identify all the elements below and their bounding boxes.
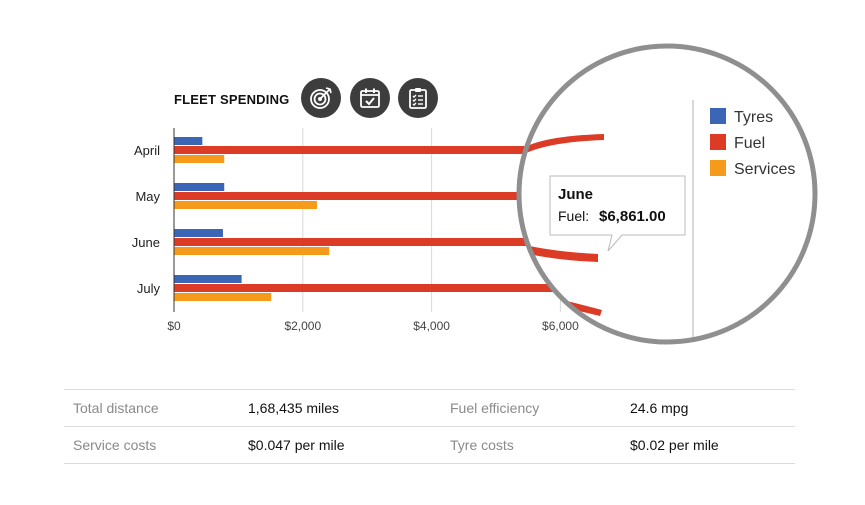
stat-value: $0.047 per mile — [239, 426, 441, 464]
bar-fuel[interactable] — [174, 238, 616, 246]
bar-tyres[interactable] — [174, 229, 223, 237]
bar-fuel[interactable] — [174, 192, 606, 200]
chart-category-labels: April May June July — [132, 143, 161, 296]
x-tick-label: $0 — [167, 319, 181, 333]
tooltip-series-label: Fuel: — [558, 208, 589, 224]
chart-title: FLEET SPENDING — [174, 92, 290, 107]
bar-services[interactable] — [174, 247, 330, 255]
bar-tyres[interactable] — [174, 137, 203, 145]
stat-label: Service costs — [64, 426, 239, 464]
legend-label: Tyres — [734, 109, 773, 126]
magnified-fuel-bar — [520, 244, 598, 262]
category-label: May — [135, 189, 160, 204]
x-tick-label: $2,000 — [284, 319, 321, 333]
legend-swatch — [710, 160, 726, 176]
target-icon-button[interactable] — [301, 78, 341, 118]
stat-label: Total distance — [64, 389, 239, 427]
tooltip-value: $6,861.00 — [599, 208, 666, 225]
category-label: July — [137, 281, 161, 296]
stat-label: Tyre costs — [441, 426, 621, 464]
bar-services[interactable] — [174, 293, 272, 301]
x-tick-label: $4,000 — [413, 319, 450, 333]
bar-fuel[interactable] — [174, 284, 600, 292]
stat-value: 1,68,435 miles — [239, 389, 441, 427]
magnifier-ring — [516, 43, 818, 345]
bar-tyres[interactable] — [174, 275, 242, 283]
stat-value: $0.02 per mile — [621, 426, 795, 464]
stat-value: 24.6 mpg — [621, 389, 795, 427]
calendar-check-icon-button[interactable] — [350, 78, 390, 118]
legend-label: Fuel — [734, 135, 765, 152]
bar-services[interactable] — [174, 201, 317, 209]
stat-label: Fuel efficiency — [441, 389, 621, 427]
calendar-check-icon — [360, 88, 380, 108]
chart-x-tick-labels: $0 $2,000 $4,000 $6,000 — [167, 319, 579, 333]
stats-row: Total distance 1,68,435 miles Fuel effic… — [64, 389, 795, 427]
legend-swatch — [710, 134, 726, 150]
bar-services[interactable] — [174, 155, 225, 163]
bar-fuel[interactable] — [174, 146, 593, 154]
category-label: June — [132, 235, 160, 250]
stats-table: Total distance 1,68,435 miles Fuel effic… — [64, 389, 795, 464]
target-icon — [310, 87, 332, 109]
tooltip-title: June — [558, 186, 593, 203]
fleet-spending-chart: April May June July $0 $2,000 $4,000 $6,000 Ty… — [132, 43, 818, 345]
magnified-fuel-bar — [520, 134, 604, 156]
clipboard-checklist-icon — [409, 88, 427, 109]
magnifier-lens: Tyres Fuel Services June Fuel: $6,861.00 — [516, 43, 818, 345]
clipboard-checklist-icon-button[interactable] — [398, 78, 438, 118]
stats-row: Service costs $0.047 per mile Tyre costs… — [64, 426, 795, 464]
legend-swatch — [710, 108, 726, 124]
chart-legend: Tyres Fuel Services — [710, 108, 795, 178]
chart-tooltip: June Fuel: $6,861.00 — [549, 175, 686, 252]
x-tick-label: $6,000 — [542, 319, 579, 333]
bar-tyres[interactable] — [174, 183, 225, 191]
chart-bars — [174, 137, 616, 301]
category-label: April — [134, 143, 160, 158]
legend-label: Services — [734, 161, 795, 178]
